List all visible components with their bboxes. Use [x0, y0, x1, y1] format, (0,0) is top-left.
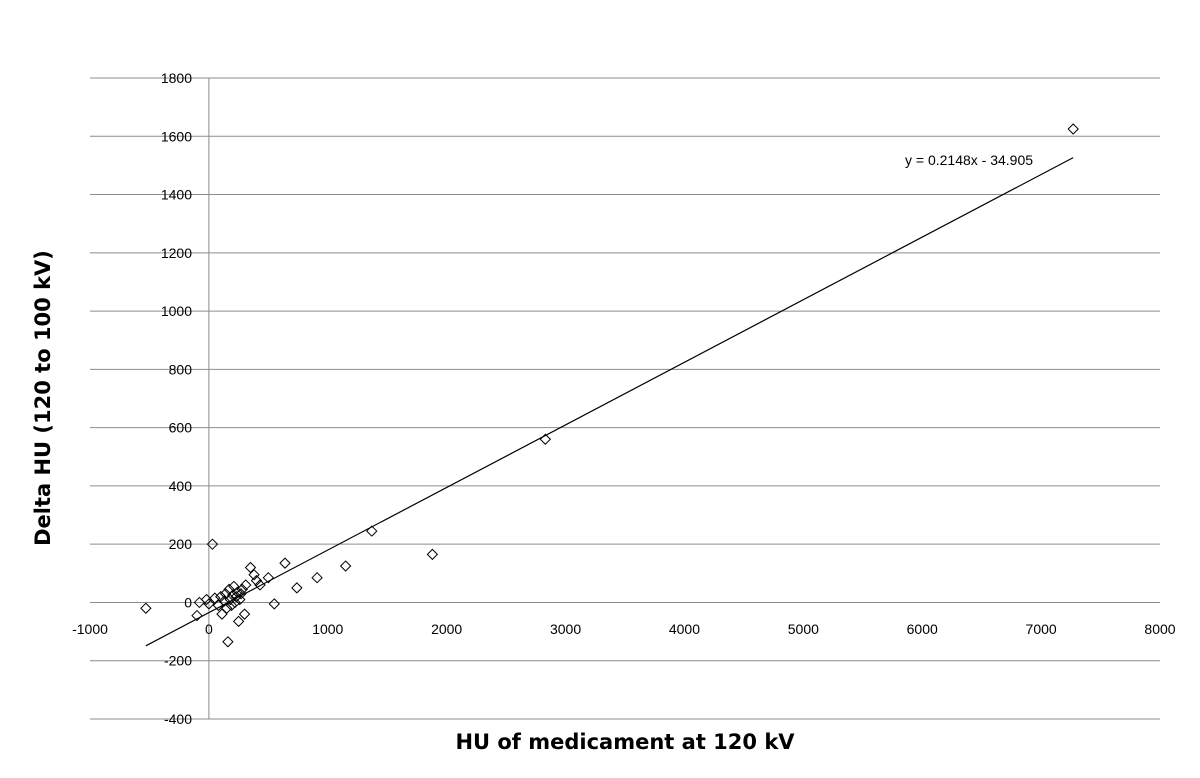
y-tick-label: 200 [169, 536, 193, 552]
data-point [268, 598, 280, 610]
data-point [191, 609, 203, 622]
x-tick-label: 2000 [431, 621, 462, 637]
y-tick-label: 1200 [161, 245, 192, 261]
x-tick-label: 0 [205, 621, 213, 637]
data-point [140, 602, 152, 614]
data-point [215, 590, 227, 603]
data-point [229, 596, 241, 609]
x-tick-label: 8000 [1144, 621, 1175, 637]
data-point [209, 592, 221, 604]
x-tick-label: 4000 [669, 621, 700, 637]
data-point [539, 433, 552, 445]
y-tick-label: 400 [169, 478, 193, 494]
data-point [262, 571, 275, 584]
data-point [224, 593, 236, 606]
data-point [250, 574, 263, 587]
data-point [222, 636, 234, 648]
x-tick-label: 1000 [312, 621, 343, 637]
y-tick-label: 1400 [161, 187, 192, 203]
trendline [145, 157, 1074, 647]
trendline-group [145, 157, 1074, 647]
x-tick-label: 6000 [907, 621, 938, 637]
data-point [254, 579, 266, 591]
data-point [291, 582, 303, 594]
gridlines [90, 77, 1160, 720]
data-point [366, 525, 378, 537]
y-tick-label: 0 [184, 594, 192, 610]
x-tick-label: -1000 [72, 621, 108, 637]
data-point [221, 602, 233, 614]
data-point [206, 538, 219, 550]
x-axis-title: HU of medicament at 120 kV [455, 730, 795, 754]
data-point [279, 557, 291, 569]
y-tick-label: 1000 [161, 303, 192, 319]
data-point [240, 579, 252, 591]
data-point [232, 615, 245, 628]
data-point [236, 583, 248, 596]
tick-labels: -400 -200 0 200 400 600 800 1000 1200 1400 1600 180… [72, 70, 1176, 727]
y-tick-label: -200 [164, 653, 192, 669]
data-points [140, 123, 1079, 648]
y-tick-label: -400 [164, 711, 192, 727]
data-point [248, 569, 260, 581]
y-tick-label: 1800 [161, 70, 192, 86]
y-axis-title: Delta HU (120 to 100 kV) [31, 250, 55, 546]
x-tick-label: 7000 [1026, 621, 1057, 637]
data-point [203, 598, 215, 610]
data-point [238, 608, 251, 620]
y-tick-label: 800 [169, 361, 193, 377]
data-point [426, 548, 439, 561]
y-tick-label: 1600 [161, 128, 192, 144]
y-tick-label: 600 [169, 420, 193, 436]
data-point [244, 561, 257, 574]
data-point [339, 560, 352, 572]
data-point [225, 599, 238, 612]
x-tick-label: 3000 [550, 621, 581, 637]
trendline-equation: y = 0.2148x - 34.905 [905, 152, 1033, 168]
x-tick-label: 5000 [788, 621, 819, 637]
data-point [234, 593, 246, 606]
data-point [1067, 123, 1079, 135]
data-point [311, 571, 323, 584]
